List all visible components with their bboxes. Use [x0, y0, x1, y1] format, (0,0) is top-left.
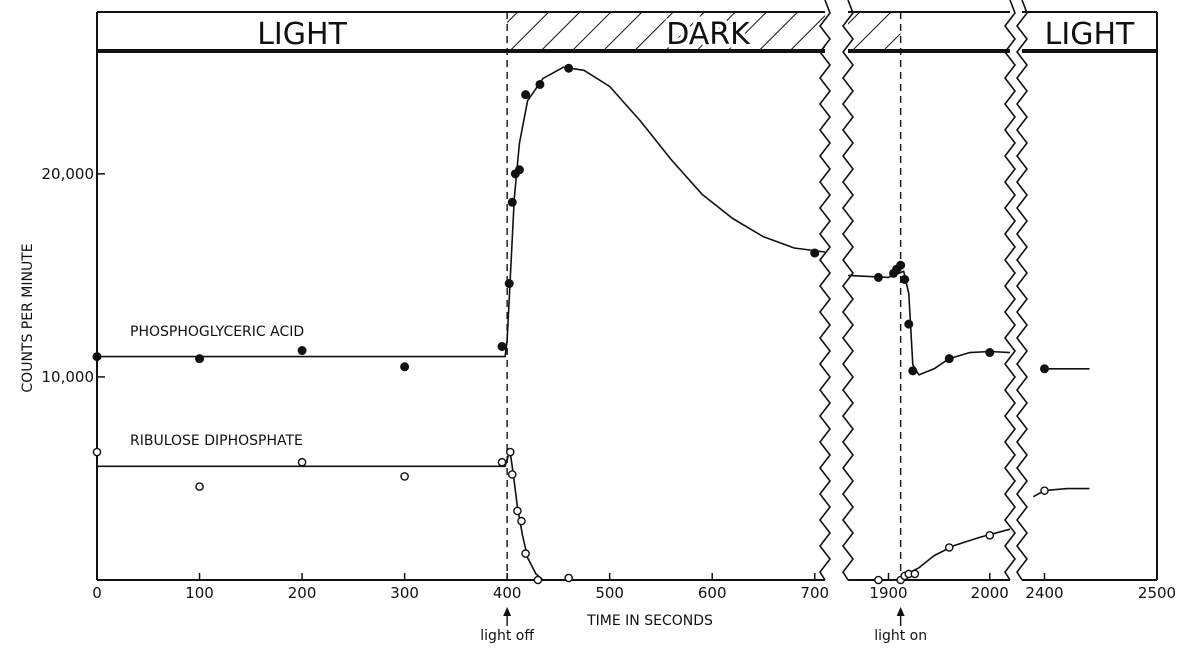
series-label: PHOSPHOGLYCERIC ACID: [130, 324, 304, 340]
x-tick-label: 0: [92, 584, 102, 602]
series-1-point: [521, 549, 530, 558]
series-0-point: [195, 354, 205, 364]
series-0-point: [400, 362, 410, 372]
x-tick-label: 2400: [1025, 584, 1063, 602]
band-strip: [96, 11, 1158, 53]
x-tick-label: 300: [390, 584, 419, 602]
series-1-curve: [97, 451, 1090, 581]
y-tick-label: 20,000: [42, 165, 95, 183]
series-0-point: [297, 346, 307, 356]
y-axis-label: COUNTS PER MINUTE: [20, 243, 36, 392]
band-label: DARK: [666, 17, 751, 52]
x-tick-label: 600: [698, 584, 727, 602]
y-tick-label: 10,000: [42, 368, 95, 386]
band-1-segment: [848, 12, 901, 52]
series-1-point: [517, 516, 526, 526]
axes: [96, 0, 1158, 626]
series-0-point: [896, 260, 906, 270]
series-0-point: [904, 319, 914, 329]
annotation-label: light on: [874, 628, 927, 644]
series-1-point: [507, 470, 517, 479]
x-tick-label: 400: [493, 584, 522, 602]
band-0-segment: [97, 12, 508, 52]
series-0-point: [908, 366, 918, 376]
series-1-point: [505, 447, 515, 457]
x-tick-label: 700: [800, 584, 829, 602]
x-tick-label: 100: [185, 584, 214, 602]
series-points: [92, 63, 1049, 585]
series-1-point: [874, 575, 883, 585]
band-label: LIGHT: [257, 17, 347, 52]
series-0-point: [497, 341, 507, 351]
annotation-arrow-head: [503, 607, 512, 616]
series-1-point: [513, 506, 522, 516]
series-0-point: [810, 248, 820, 258]
series-1-point: [497, 457, 507, 467]
x-tick-label: 2500: [1138, 584, 1176, 602]
chart-text: COUNTS PER MINUTE TIME IN SECONDS LIGHT D…: [20, 14, 1176, 645]
band-label: LIGHT: [1045, 17, 1135, 52]
band-2-segment: [900, 12, 1010, 52]
series-0-point: [1040, 364, 1049, 374]
band-3-segment: [1022, 12, 1157, 52]
axis-break-line: [1015, 0, 1029, 581]
x-tick-label: 2000: [971, 584, 1009, 602]
axis-break-line: [818, 0, 832, 581]
series-0-point: [900, 274, 910, 284]
series-1-point: [92, 447, 102, 457]
band-bottom-border: [97, 49, 825, 53]
band-1-segment: [507, 12, 825, 52]
series-0-point: [535, 79, 545, 89]
axis-break-line: [1003, 0, 1017, 581]
series-1-point: [944, 543, 954, 552]
series-1-point: [910, 569, 920, 579]
series-1-point: [1040, 486, 1049, 495]
series-0-point: [873, 272, 883, 282]
axis-break-line: [841, 0, 855, 581]
annotation-arrow-head: [896, 607, 905, 616]
band-bottom-border: [1022, 49, 1157, 53]
series-1-point: [297, 457, 307, 467]
series-1-point: [533, 575, 543, 585]
series-1-point: [564, 573, 573, 583]
series-0-point: [507, 197, 517, 207]
x-tick-label: 500: [595, 584, 624, 602]
x-axis-label: TIME IN SECONDS: [586, 613, 713, 629]
x-tick-label: 200: [288, 584, 317, 602]
x-tick-label: 1900: [869, 584, 907, 602]
series-label: RIBULOSE DIPHOSPHATE: [130, 433, 303, 449]
series-0-point: [944, 354, 954, 364]
series-1-point: [985, 531, 995, 540]
annotation-label: light off: [480, 628, 534, 644]
series-0-point: [564, 63, 574, 73]
series-1-point: [195, 482, 204, 491]
series-0-point: [514, 165, 524, 175]
series-0-point: [521, 90, 531, 100]
band-bottom-border: [848, 49, 1010, 53]
series-0-point: [92, 352, 102, 362]
series-0-point: [985, 348, 995, 358]
series-1-point: [400, 472, 409, 481]
series-0-point: [504, 279, 514, 289]
